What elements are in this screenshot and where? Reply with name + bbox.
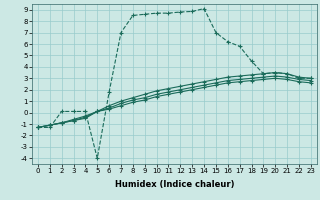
X-axis label: Humidex (Indice chaleur): Humidex (Indice chaleur) — [115, 180, 234, 189]
